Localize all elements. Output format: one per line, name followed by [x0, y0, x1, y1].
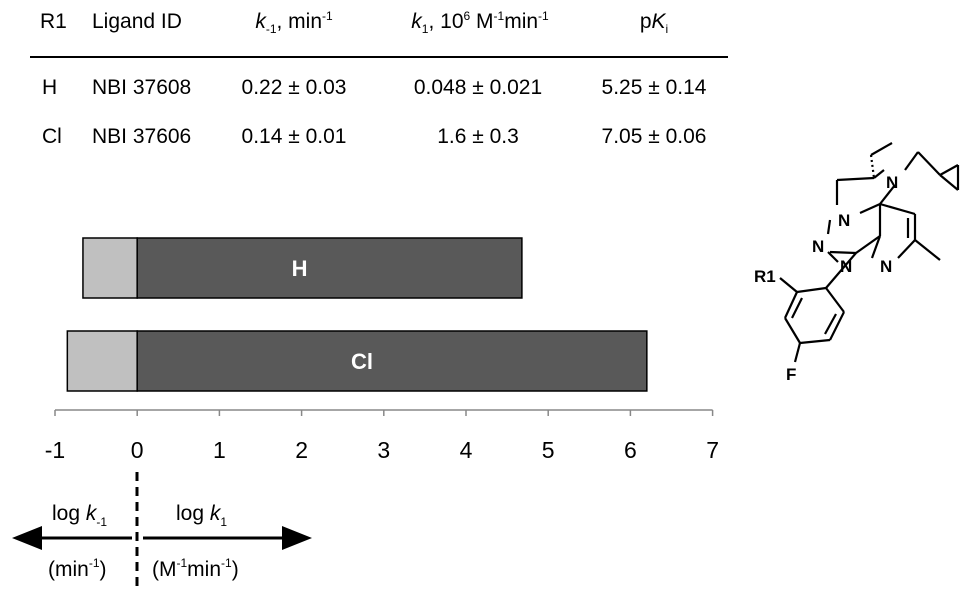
- x-tick-label: 5: [542, 437, 555, 463]
- table-rule: [30, 56, 728, 58]
- row-h-koff: 0.22 ± 0.03: [241, 76, 347, 99]
- molecule-atom-labels: N N N N N R1 F: [754, 173, 898, 384]
- bar-label-cl: Cl: [351, 349, 373, 374]
- row-h-pki: 5.25 ± 0.14: [601, 76, 707, 99]
- bar-chart: H Cl -1 0 1 2 3 4 5 6 7: [45, 237, 719, 463]
- svg-text:N: N: [838, 211, 850, 230]
- right-arrow-label: log k1: [176, 502, 227, 529]
- left-arrow-label: log k-1: [52, 502, 107, 529]
- x-tick-label: 6: [624, 437, 637, 463]
- x-tick-label: 1: [213, 437, 226, 463]
- svg-text:F: F: [786, 365, 796, 384]
- header-r1: R1: [40, 10, 67, 33]
- row-cl-kon: 1.6 ± 0.3: [437, 125, 519, 148]
- bar-koff-h: [82, 237, 138, 299]
- data-table: R1 Ligand ID k-1, min-1 k1, 106 M-1min-1…: [0, 0, 740, 170]
- x-tick-label: -1: [45, 437, 65, 463]
- svg-text:R1: R1: [754, 267, 776, 286]
- row-cl-ligand: NBI 37606: [92, 125, 192, 148]
- row-cl-pki: 7.05 ± 0.06: [601, 125, 707, 148]
- header-kon: k1, 106 M-1min-1: [411, 9, 549, 37]
- x-tick-label: 0: [131, 437, 144, 463]
- x-tick-label: 3: [377, 437, 390, 463]
- svg-text:N: N: [840, 257, 852, 276]
- right-arrow-head: [282, 526, 312, 550]
- bar-kon-h: [136, 237, 523, 299]
- header-ligand-id: Ligand ID: [92, 10, 182, 33]
- svg-text:N: N: [886, 173, 898, 192]
- bar-koff-cl: [66, 330, 138, 392]
- x-tick-label: 4: [460, 437, 473, 463]
- bar-kon-cl: [136, 330, 648, 392]
- arrow-legend: log k-1 (min-1) log k1 (M-1min-1): [12, 472, 312, 592]
- molecule-bonds: [779, 142, 960, 363]
- row-h-kon: 0.048 ± 0.021: [413, 76, 543, 99]
- x-tick-label: 2: [295, 437, 308, 463]
- row-cl-r1: Cl: [42, 125, 62, 148]
- svg-text:N: N: [812, 237, 824, 256]
- left-arrow-unit: (min-1): [48, 556, 107, 581]
- header-koff: k-1, min-1: [255, 9, 333, 37]
- row-h-ligand: NBI 37608: [92, 76, 192, 99]
- molecule-structure: N N N N N R1 F: [754, 142, 960, 384]
- header-pki: pKi: [639, 10, 669, 37]
- bar-label-h: H: [292, 256, 308, 281]
- row-cl-koff: 0.14 ± 0.01: [241, 125, 347, 148]
- row-h-r1: H: [42, 76, 58, 99]
- svg-text:N: N: [880, 257, 892, 276]
- left-arrow-head: [12, 526, 42, 550]
- x-tick-label: 7: [706, 437, 719, 463]
- right-arrow-unit: (M-1min-1): [152, 556, 239, 581]
